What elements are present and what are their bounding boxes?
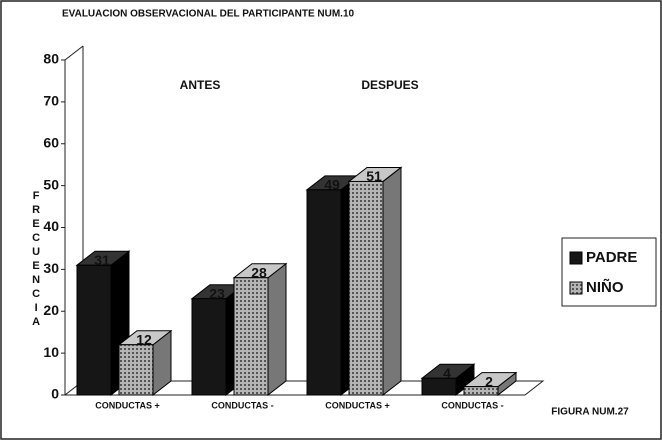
chart-title: EVALUACION OBSERVACIONAL DEL PARTICIPANT… xyxy=(62,9,355,20)
bar xyxy=(421,377,457,396)
y-tick-label: 60 xyxy=(43,134,59,150)
y-tick-label: 40 xyxy=(43,218,59,234)
data-label: 28 xyxy=(251,264,267,280)
data-label: 12 xyxy=(136,331,152,347)
data-label: 4 xyxy=(443,365,451,381)
y-tick-label: 50 xyxy=(43,176,59,192)
legend-label: PADRE xyxy=(586,249,637,266)
legend-swatch xyxy=(569,281,583,295)
data-label: 31 xyxy=(94,252,110,268)
annotation: FIGURA NUM.27 xyxy=(551,407,629,418)
bar xyxy=(76,264,112,396)
x-tick-label: CONDUCTAS - xyxy=(441,400,503,410)
legend-box xyxy=(561,237,657,307)
y-tick-label: 70 xyxy=(43,93,59,109)
bar xyxy=(191,298,227,396)
bar xyxy=(463,386,499,396)
annotation: ANTES xyxy=(180,78,221,92)
y-tick-label: 20 xyxy=(43,302,59,318)
data-label: 51 xyxy=(366,168,382,184)
legend-swatch xyxy=(569,251,583,265)
data-label: 2 xyxy=(485,373,493,389)
annotation: DESPUES xyxy=(361,78,418,92)
bar xyxy=(306,189,342,396)
y-tick-label: 0 xyxy=(51,386,59,402)
data-label: 23 xyxy=(209,285,225,301)
bar xyxy=(348,180,384,396)
x-tick-label: CONDUCTAS + xyxy=(325,400,390,410)
y-tick-label: 30 xyxy=(43,260,59,276)
bar xyxy=(118,344,154,396)
bar xyxy=(233,277,269,396)
y-axis-label: FRECUENCIA xyxy=(30,190,42,330)
y-tick-label: 10 xyxy=(43,344,59,360)
data-label: 49 xyxy=(324,177,340,193)
legend-label: NIÑO xyxy=(586,278,624,296)
bar-side xyxy=(382,166,402,397)
x-tick-label: CONDUCTAS + xyxy=(95,400,160,410)
x-tick-label: CONDUCTAS - xyxy=(211,400,273,410)
bar-side xyxy=(267,262,287,397)
y-tick-label: 80 xyxy=(43,51,59,67)
